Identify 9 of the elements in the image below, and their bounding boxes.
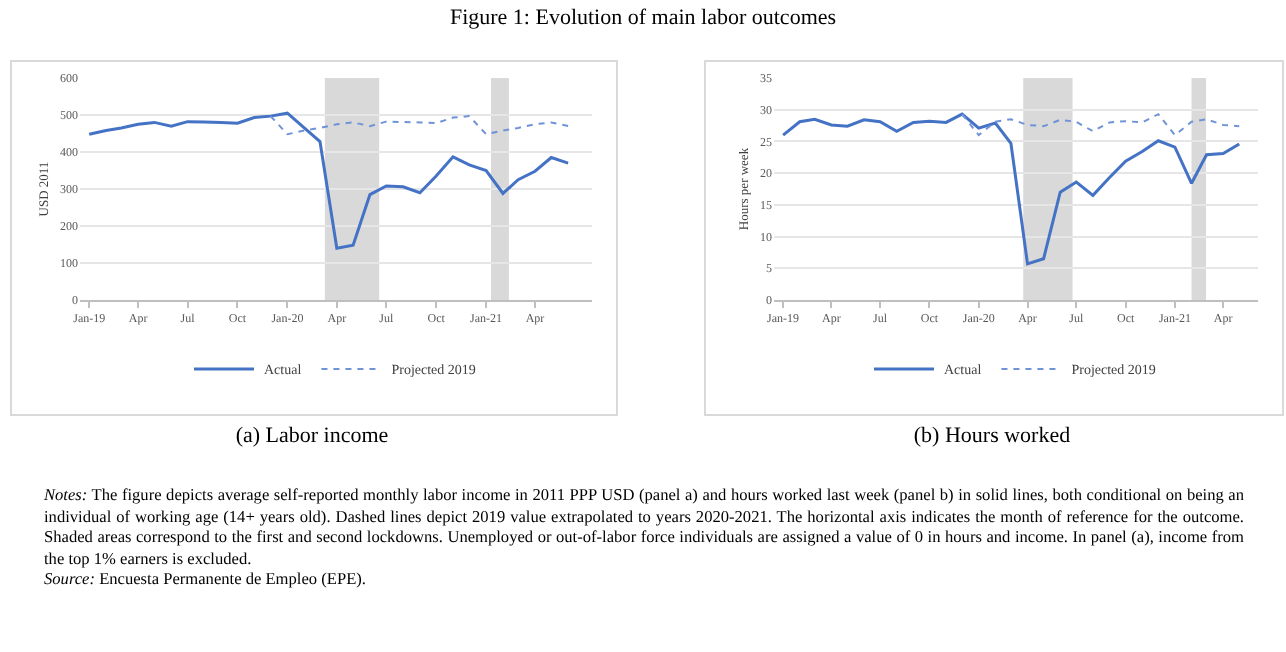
text: (a) Labor income <box>233 424 391 448</box>
source-note: Source: Encuesta Permanente de Empleo (EPE). <box>44 570 368 592</box>
text: Notes: The figure depicts average self-reported monthly labor income in 2011 PPP USD (panel a) and hours worked last week (panel b) in solid lines, both conditional on being an individual of working age (14+ years old). Dashed lines depict 2019 value extrapolated to years 2020-2021. The horizontal axis indicates the month of reference for the outcome. Shaded areas correspond to the first and second lockdowns. Unemployed or out-of-labor force individuals are assigned a value of 0 in hours and income. In panel (a), income from the top 1% earners is excluded. <box>44 486 1244 571</box>
line-series <box>87 111 570 250</box>
text: Figure 1: Evolution of main labor outcomes <box>447 6 839 30</box>
line-series <box>961 113 1241 137</box>
line-series <box>781 112 1241 266</box>
line-series <box>269 115 570 136</box>
text: (b) Hours worked <box>911 424 1073 448</box>
